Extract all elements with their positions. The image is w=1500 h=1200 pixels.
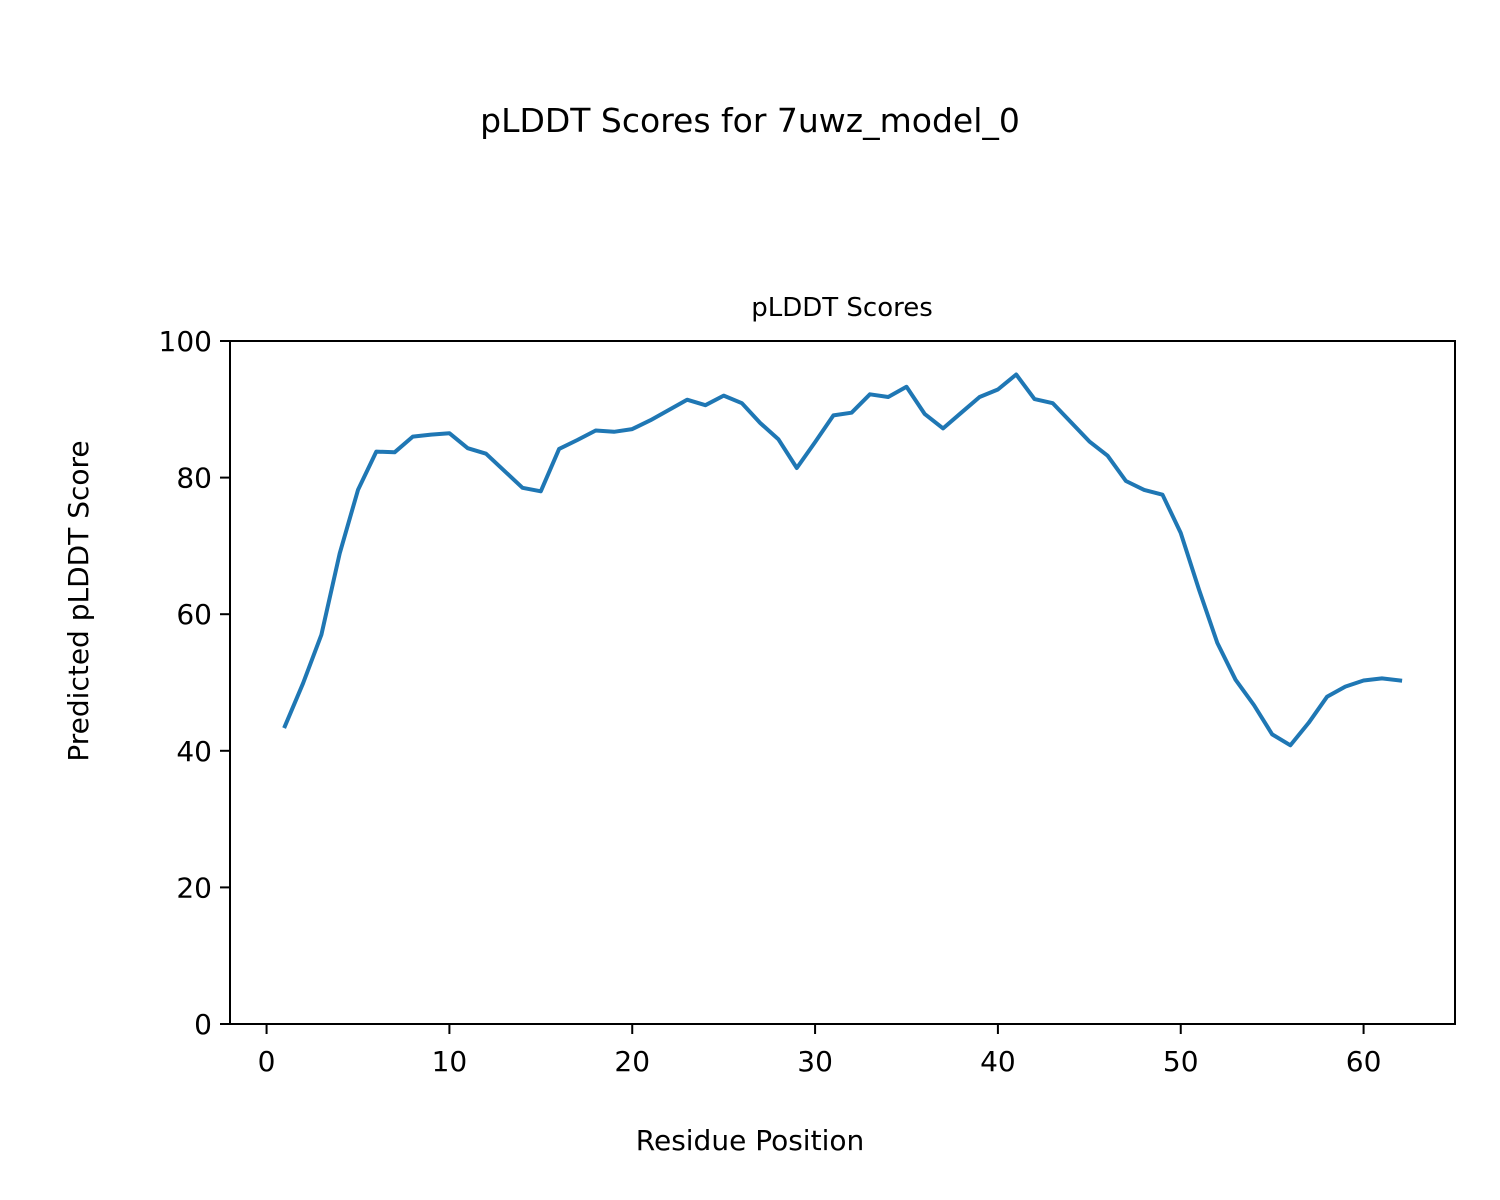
x-tick-label: 60 — [1346, 1045, 1382, 1078]
y-tick-label: 60 — [176, 598, 212, 631]
y-axis-ticks: 0 20 40 60 80 100 — [159, 325, 230, 1041]
x-axis-label: Residue Position — [636, 1124, 864, 1157]
plot-area — [282, 372, 1403, 748]
y-tick-label: 20 — [176, 871, 212, 904]
y-tick-label: 100 — [159, 325, 212, 358]
series-line — [282, 372, 1403, 748]
x-axis-ticks: 0 10 20 30 40 50 60 — [258, 1024, 1382, 1078]
figure-title: pLDDT Scores for 7uwz_model_0 — [480, 101, 1020, 140]
x-tick-label: 50 — [1163, 1045, 1199, 1078]
x-tick-label: 30 — [797, 1045, 833, 1078]
x-tick-label: 20 — [614, 1045, 650, 1078]
x-tick-label: 40 — [980, 1045, 1016, 1078]
y-tick-label: 40 — [176, 735, 212, 768]
y-axis-label: Predicted pLDDT Score — [62, 440, 95, 761]
y-tick-label: 0 — [194, 1008, 212, 1041]
x-tick-label: 10 — [432, 1045, 468, 1078]
axes-title: pLDDT Scores — [751, 293, 933, 323]
y-tick-label: 80 — [176, 462, 212, 495]
axes-frame — [229, 340, 1456, 1025]
x-tick-label: 0 — [258, 1045, 276, 1078]
